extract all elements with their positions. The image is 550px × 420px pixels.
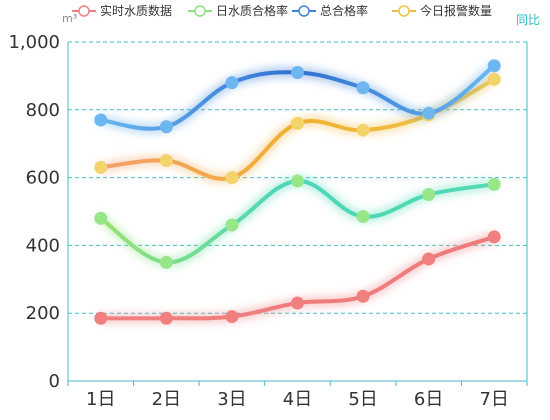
data-point[interactable] [159,311,173,325]
data-point[interactable] [291,296,304,310]
data-point[interactable] [94,113,108,127]
data-point[interactable] [291,66,304,80]
legend-label: 总合格率 [320,3,368,18]
data-point[interactable] [356,123,370,137]
legend-label: 实时水质数据 [100,3,172,18]
data-point[interactable] [487,177,501,191]
series-line [98,178,497,265]
data-point[interactable] [159,255,173,269]
data-point[interactable] [291,174,304,188]
data-point[interactable] [94,160,108,174]
data-point[interactable] [487,72,501,86]
y-tick-label: 400 [26,235,60,256]
series-lines [98,63,497,321]
data-point[interactable] [225,76,239,90]
corner-label: 同比 [516,13,540,27]
x-tick-labels: 1日 2日 3日 4日 5日 6日 7日 [86,389,509,410]
data-point[interactable] [422,252,436,266]
data-point[interactable] [94,211,108,225]
y-unit-label: m³ [62,12,77,25]
legend-item[interactable]: 今日报警数量 [392,3,492,18]
legend-circle-icon [194,5,206,17]
legend-label: 今日报警数量 [420,3,492,18]
y-tick-label: 1,000 [8,32,60,53]
y-tick-label: 800 [26,100,60,121]
x-tick-label: 5日 [348,389,377,410]
data-point[interactable] [356,210,370,224]
data-point[interactable] [487,59,501,73]
legend-item[interactable]: 日水质合格率 [188,3,288,18]
data-point[interactable] [225,171,239,185]
legend-circle-icon [78,5,90,17]
data-point[interactable] [159,154,173,168]
data-point[interactable] [159,120,173,134]
legend-item[interactable]: 总合格率 [292,3,368,18]
y-tick-label: 0 [49,371,60,392]
data-point[interactable] [422,106,436,120]
data-point[interactable] [487,230,501,244]
legend-label: 日水质合格率 [216,3,288,18]
legend-item[interactable]: 实时水质数据 [72,3,172,18]
y-tick-label: 200 [26,303,60,324]
data-point[interactable] [94,311,108,325]
y-tick-labels: 0 200 400 600 800 1,000 [8,32,60,392]
data-point[interactable] [356,81,370,95]
data-point[interactable] [356,289,370,303]
legend-circle-icon [298,5,310,17]
x-tick-label: 1日 [86,389,115,410]
x-tick-label: 2日 [152,389,181,410]
legend: 实时水质数据 日水质合格率 总合格率 今日报警数量 [72,3,492,18]
y-tick-label: 600 [26,168,60,189]
data-point[interactable] [225,310,239,324]
x-tick-label: 6日 [414,389,443,410]
axes [67,42,528,386]
legend-circle-icon [398,5,410,17]
series-points [94,59,501,325]
data-point[interactable] [225,218,239,232]
data-point[interactable] [291,116,304,130]
x-tick-label: 4日 [283,389,312,410]
data-point[interactable] [422,188,436,202]
x-tick-label: 3日 [217,389,246,410]
x-tick-label: 7日 [479,389,508,410]
